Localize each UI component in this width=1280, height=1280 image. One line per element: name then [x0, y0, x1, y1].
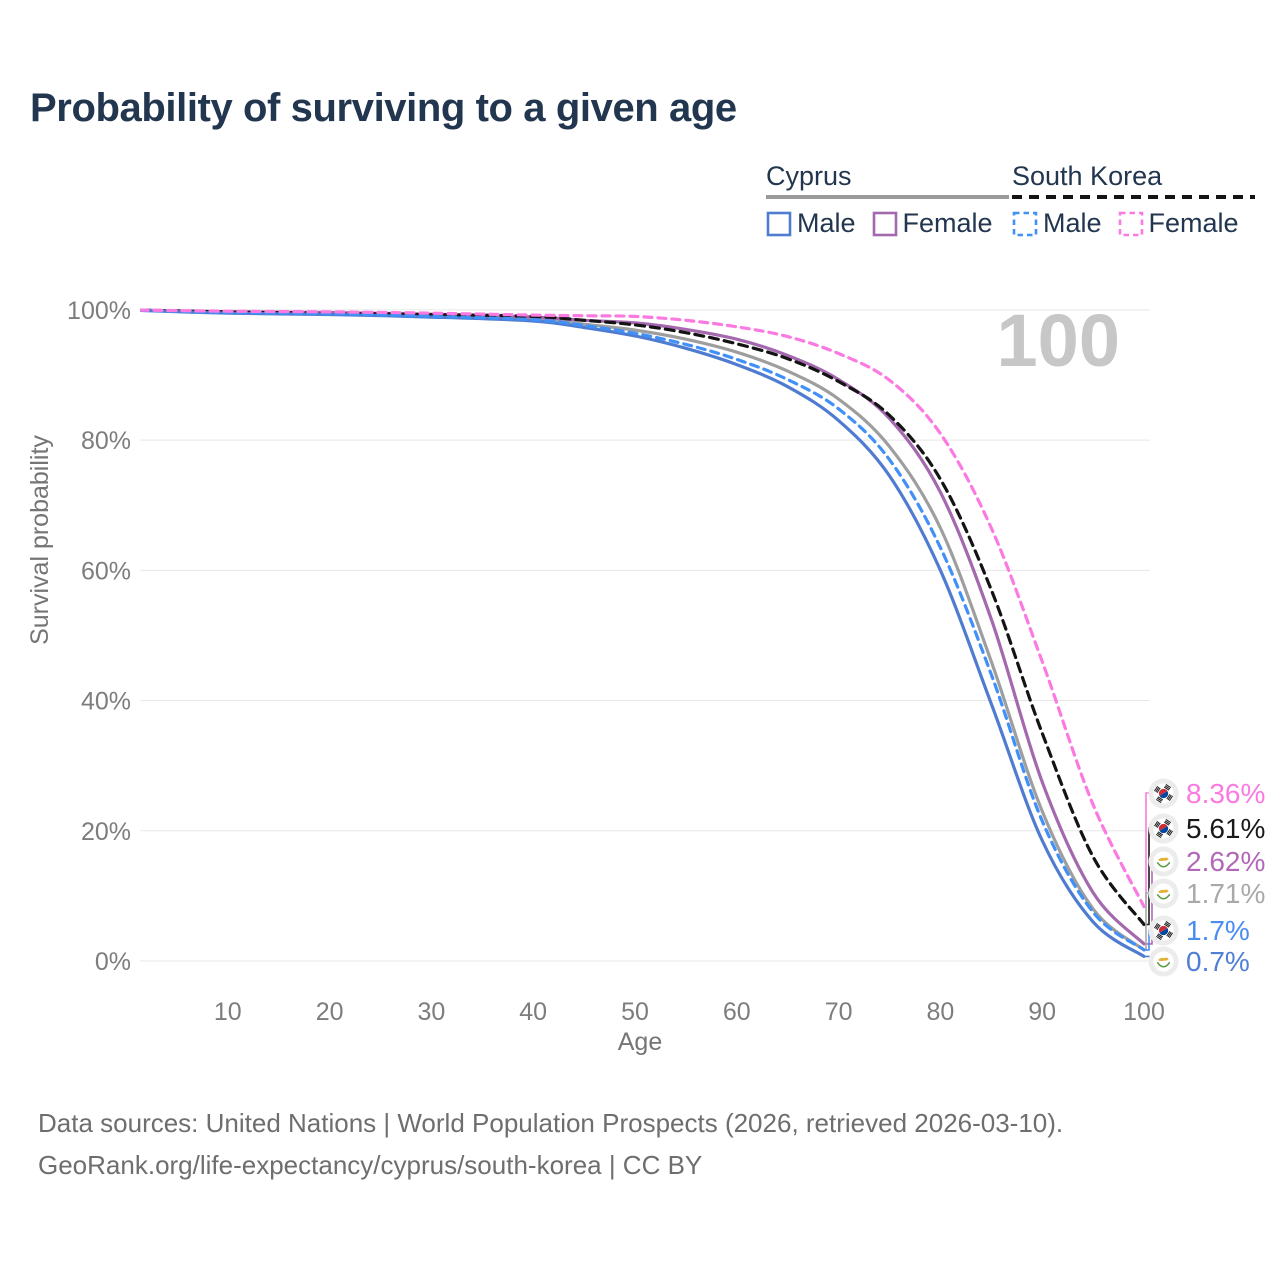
legend-line-sample-cyprus [766, 195, 1009, 199]
legend-group-cyprus: Cyprus Male Female [766, 161, 1009, 239]
y-tick-label: 80% [81, 427, 131, 455]
south-korea-flag-icon [1148, 915, 1179, 946]
y-tick-label: 0% [95, 948, 131, 976]
cyprus-flag-icon [1148, 946, 1179, 977]
y-tick-label: 20% [81, 818, 131, 846]
line-cyprus-male[interactable] [126, 308, 1146, 958]
end-value-south-korea-male: 1.7% [1186, 914, 1250, 946]
legend-label-south-korea-female: Female [1148, 208, 1239, 238]
legend-item-cyprus-male: Male [766, 208, 856, 239]
line-south-korea-male[interactable] [126, 308, 1146, 952]
x-tick-label: 40 [519, 998, 547, 1026]
source-note: Data sources: United Nations | World Pop… [38, 1102, 1063, 1186]
y-tick-label: 60% [81, 557, 131, 585]
page-title: Probability of surviving to a given age [30, 86, 737, 130]
x-tick-label: 20 [316, 998, 344, 1026]
x-tick-label: 50 [621, 998, 649, 1026]
end-label-cyprus-all: 1.71% [1148, 878, 1265, 910]
legend-label-cyprus-male: Male [797, 208, 856, 238]
y-tick-label: 40% [81, 688, 131, 716]
legend-country-south-korea: South Korea [1012, 161, 1163, 191]
south-korea-flag-icon [1148, 813, 1179, 844]
legend-item-cyprus-female: Female [872, 208, 993, 239]
source-line-1: Data sources: United Nations | World Pop… [38, 1108, 1064, 1138]
x-tick-label: 10 [214, 998, 242, 1026]
age-counter-watermark: 100 [997, 299, 1120, 382]
end-label-south-korea-male: 1.7% [1148, 915, 1250, 947]
x-tick-label: 70 [825, 998, 853, 1026]
legend-group-south-korea: South Korea Male Female [1012, 161, 1255, 239]
end-value-cyprus-male: 0.7% [1186, 945, 1250, 977]
legend-country-cyprus: Cyprus [766, 161, 852, 191]
legend-label-south-korea-male: Male [1043, 208, 1102, 238]
south-korea-flag-icon [1148, 778, 1179, 809]
end-value-cyprus-female: 2.62% [1186, 845, 1266, 877]
end-label-cyprus-male: 0.7% [1148, 946, 1250, 978]
cyprus-flag-icon [1148, 878, 1179, 909]
end-label-south-korea-all: 5.61% [1148, 813, 1265, 845]
line-south-korea-female[interactable] [126, 308, 1146, 909]
south-korea-male-swatch-icon [1012, 211, 1038, 236]
x-axis-title: Age [618, 1028, 662, 1056]
x-tick-label: 80 [926, 998, 954, 1026]
end-label-south-korea-female: 8.36% [1148, 778, 1265, 810]
legend-item-south-korea-female: Female [1118, 208, 1239, 239]
cyprus-flag-icon [1148, 846, 1179, 877]
y-axis-title: Survival probability [26, 435, 54, 645]
y-tick-label: 100% [67, 297, 131, 325]
cyprus-female-swatch-icon [872, 211, 897, 236]
legend-line-sample-south-korea [1012, 195, 1255, 199]
x-tick-label: 100 [1123, 998, 1165, 1026]
legend-item-south-korea-male: Male [1012, 208, 1102, 239]
end-label-cyprus-female: 2.62% [1148, 846, 1265, 878]
legend-label-cyprus-female: Female [902, 208, 993, 238]
source-line-2: GeoRank.org/life-expectancy/cyprus/south… [38, 1150, 703, 1181]
x-tick-label: 90 [1028, 998, 1056, 1026]
x-tick-label: 30 [417, 998, 445, 1026]
x-tick-label: 60 [723, 998, 751, 1026]
cyprus-male-swatch-icon [766, 211, 792, 236]
line-cyprus-female[interactable] [126, 308, 1146, 946]
south-korea-female-swatch-icon [1118, 211, 1143, 236]
end-value-south-korea-all: 5.61% [1186, 812, 1266, 844]
line-cyprus-all[interactable] [126, 308, 1146, 952]
end-value-cyprus-all: 1.71% [1186, 877, 1266, 909]
end-value-south-korea-female: 8.36% [1186, 777, 1266, 809]
